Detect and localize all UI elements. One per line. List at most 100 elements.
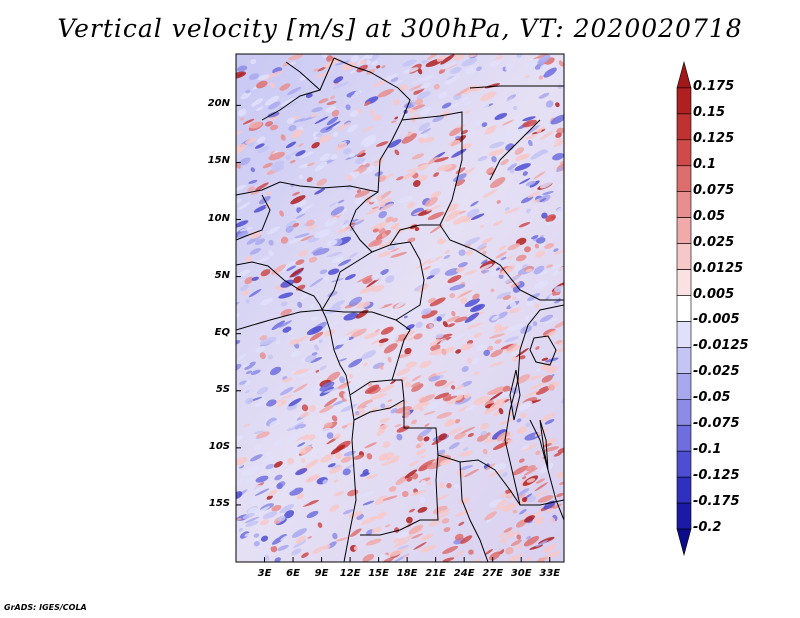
field-blob [525,422,531,428]
field-blob [280,301,288,307]
field-blob [544,243,555,249]
field-blob [378,210,387,219]
field-blob [245,370,253,374]
field-blob [338,259,352,267]
field-blob [288,61,296,66]
field-blob [489,361,505,367]
field-blob [262,162,273,169]
field-blob [464,298,480,308]
field-blob [315,132,323,138]
field-blob [297,371,312,378]
field-blob [491,155,497,163]
field-blob [514,147,525,155]
field-blob [420,308,432,316]
field-blob [259,297,274,306]
lat-ticks [236,104,241,506]
field-blob [559,215,564,220]
field-blob [525,208,531,213]
field-blob [348,511,363,519]
field-blob [254,143,265,149]
field-blob [293,539,307,549]
field-blob [388,268,402,276]
field-blob [522,476,527,480]
field-blob [378,338,389,343]
field-blob [558,60,564,67]
field-blob [444,210,460,222]
field-blob [392,335,400,341]
field-blob [353,546,359,551]
field-blob [496,499,508,508]
field-blob [239,157,251,166]
field-blob [532,321,538,327]
field-blob [498,273,504,279]
field-blob [432,505,448,515]
field-blob [498,245,507,251]
field-blob [398,84,408,91]
field-blob [375,141,389,147]
field-blob [363,332,380,339]
field-blob [540,64,548,71]
field-blob [516,426,528,434]
field-blob [473,371,480,376]
field-blob [342,509,354,515]
field-blob [328,465,343,474]
field-blob [412,80,418,84]
field-blob [275,534,281,539]
field-blob [250,167,256,173]
field-blob [455,349,462,354]
field-blob [539,197,547,203]
field-blob [442,545,459,555]
field-blob [419,394,435,403]
field-blob [289,500,299,505]
field-blob [541,212,548,219]
colorbar-swatch [676,398,692,426]
field-blob [345,104,351,111]
field-blob [313,68,319,72]
field-blob [412,401,426,411]
field-blob [489,401,506,411]
field-blob [280,535,289,541]
field-blob [476,343,488,352]
field-blob [366,59,371,65]
field-blob [291,548,302,556]
lon-label: 6E [286,568,300,579]
field-blob [420,455,426,459]
field-blob [460,426,476,434]
field-blob [441,518,450,524]
field-blob [331,464,341,469]
field-blob [493,411,500,417]
field-blob [294,233,310,239]
field-blob [238,201,251,210]
field-blob [430,191,442,199]
field-blob [449,284,466,291]
field-blob [268,489,278,497]
field-blob [245,397,254,405]
field-blob [477,155,488,162]
field-blob [259,337,277,345]
lat-label: 5S [215,383,230,395]
field-blob [286,101,298,107]
field-blob [496,291,512,299]
field-blob [390,455,400,463]
field-blob [406,131,414,137]
field-blob [330,206,345,216]
field-blob [390,408,398,414]
field-blob [309,331,324,341]
field-blob [318,339,323,344]
field-blob [465,66,477,75]
field-blob [406,534,413,539]
field-blob [423,436,430,442]
field-blob [435,333,444,339]
field-blob [543,118,552,125]
field-blob [404,347,412,355]
field-blob [529,382,546,390]
field-blob [502,385,511,393]
field-blob [280,134,286,141]
field-blob [375,319,389,325]
field-blob [285,155,291,160]
colorbar-swatch [676,217,692,244]
field-blob [507,163,517,171]
field-blob [419,441,424,446]
field-blob [492,505,508,511]
field-blob [404,469,418,479]
